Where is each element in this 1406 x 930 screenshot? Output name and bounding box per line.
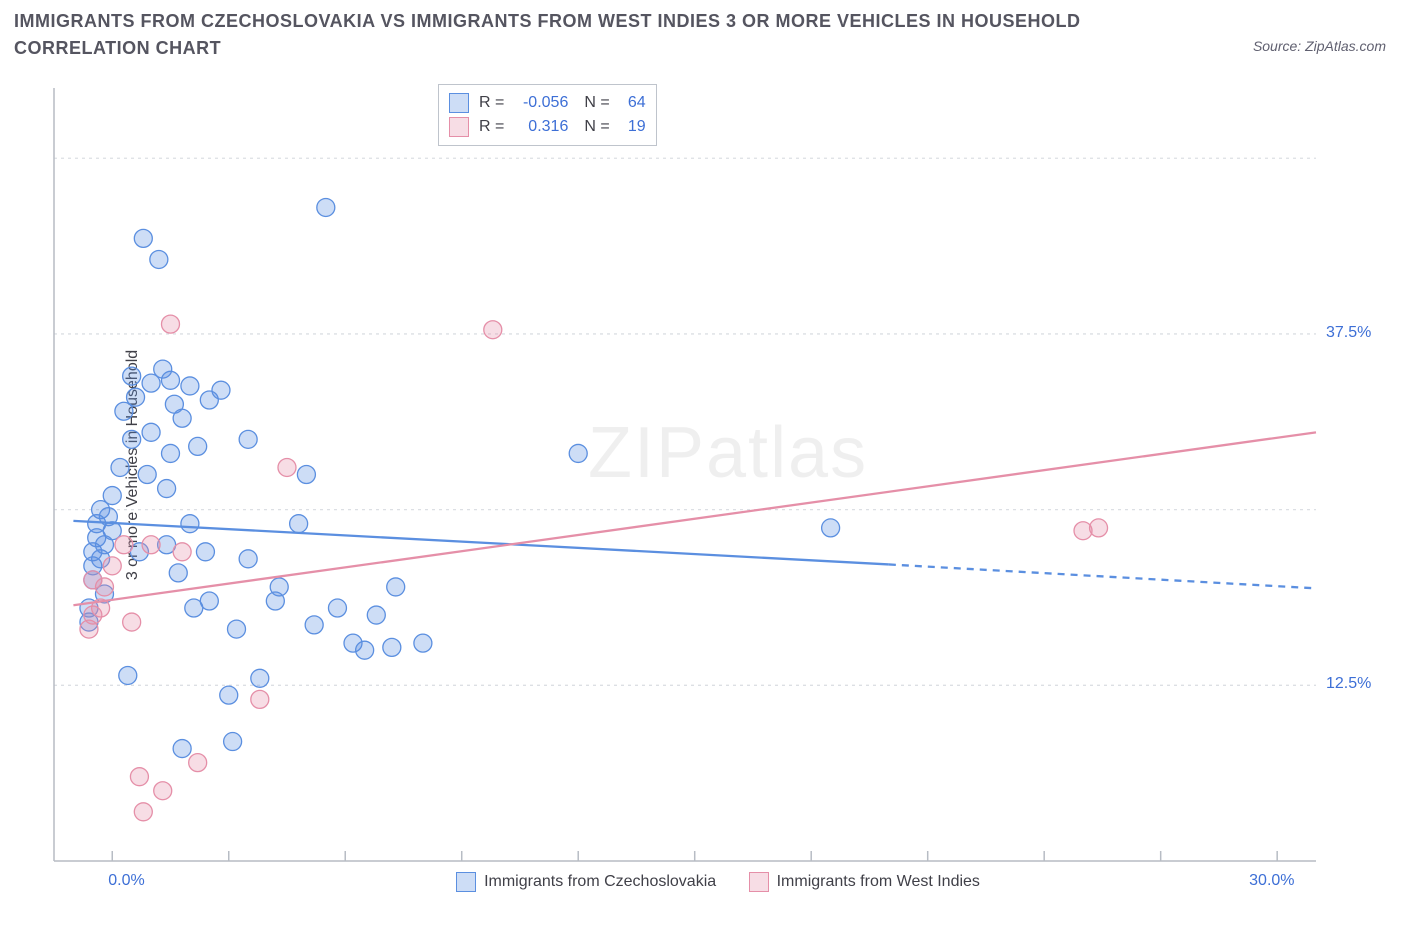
stat-R-value-1: 0.316: [508, 115, 568, 139]
legend-item-0: Immigrants from Czechoslovakia: [456, 872, 716, 892]
y-tick-label: 12.5%: [1326, 675, 1371, 693]
x-tick-label: 0.0%: [108, 872, 144, 890]
source-attribution: Source: ZipAtlas.com: [1253, 38, 1386, 54]
stat-N-value-0: 64: [614, 91, 646, 115]
swatch-series-1: [449, 117, 469, 137]
chart-title: IMMIGRANTS FROM CZECHOSLOVAKIA VS IMMIGR…: [14, 8, 1206, 62]
legend-label-0: Immigrants from Czechoslovakia: [484, 873, 716, 891]
y-tick-label: 37.5%: [1326, 324, 1371, 342]
swatch-series-0: [449, 93, 469, 113]
x-axis-row: Immigrants from Czechoslovakia Immigrant…: [48, 870, 1388, 910]
stat-N-value-1: 19: [614, 115, 646, 139]
stat-R-label: R =: [479, 91, 504, 115]
correlation-stats-box: R = -0.056 N = 64 R = 0.316 N = 19: [438, 84, 657, 146]
stat-R-value-0: -0.056: [508, 91, 568, 115]
stat-N-label: N =: [584, 91, 609, 115]
stats-row-series-0: R = -0.056 N = 64: [449, 91, 646, 115]
plot-area: ZIPatlas R = -0.056 N = 64 R = 0.316 N =…: [48, 82, 1388, 867]
legend-swatch-1: [749, 872, 769, 892]
legend-label-1: Immigrants from West Indies: [777, 873, 980, 891]
chart-container: IMMIGRANTS FROM CZECHOSLOVAKIA VS IMMIGR…: [0, 0, 1406, 930]
x-tick-label: 30.0%: [1249, 872, 1294, 890]
stats-row-series-1: R = 0.316 N = 19: [449, 115, 646, 139]
legend-swatch-0: [456, 872, 476, 892]
scatter-plot-svg: [48, 82, 1388, 867]
stat-N-label: N =: [584, 115, 609, 139]
legend-item-1: Immigrants from West Indies: [749, 872, 980, 892]
stat-R-label: R =: [479, 115, 504, 139]
bottom-legend: Immigrants from Czechoslovakia Immigrant…: [48, 872, 1388, 897]
